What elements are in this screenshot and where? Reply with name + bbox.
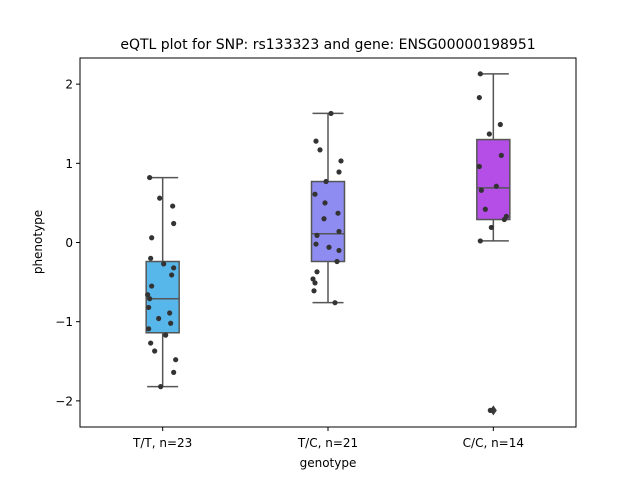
data-point <box>335 210 341 216</box>
data-point <box>148 340 154 346</box>
data-point <box>477 71 483 77</box>
data-point <box>322 200 328 206</box>
data-point <box>173 357 179 363</box>
data-point <box>314 232 320 238</box>
data-point <box>338 158 344 164</box>
y-tick-label: 1 <box>65 157 73 171</box>
data-point <box>313 241 319 247</box>
chart-marks <box>145 71 511 416</box>
data-point <box>167 310 173 316</box>
x-axis-label: genotype <box>300 456 357 470</box>
y-tick-label: 2 <box>65 78 73 92</box>
data-point <box>336 228 342 235</box>
data-point <box>161 261 167 267</box>
data-point <box>149 283 155 289</box>
data-point <box>312 280 318 286</box>
y-tick-label: −1 <box>55 315 73 329</box>
data-point <box>152 348 158 354</box>
data-point <box>486 131 492 137</box>
data-point <box>157 195 163 201</box>
data-point <box>476 163 482 170</box>
y-tick-label: 0 <box>65 236 73 250</box>
data-point <box>488 224 494 231</box>
data-point <box>477 238 483 244</box>
data-point <box>149 235 155 241</box>
y-axis: 2 1 0 −1 −2 <box>55 78 80 408</box>
chart-title: eQTL plot for SNP: rs133323 and gene: EN… <box>120 37 535 53</box>
data-point <box>497 121 503 128</box>
data-point <box>171 369 177 375</box>
data-point <box>476 94 482 101</box>
x-tick-label: C/C, n=14 <box>463 436 524 450</box>
data-point <box>323 178 329 185</box>
data-point <box>493 183 499 189</box>
x-tick-label: T/T, n=23 <box>132 436 192 450</box>
data-point <box>310 276 316 282</box>
x-axis: T/T, n=23 T/C, n=21 C/C, n=14 <box>132 427 524 450</box>
data-point <box>314 269 320 275</box>
data-point <box>148 255 154 261</box>
data-point <box>311 288 317 294</box>
data-point <box>313 138 319 144</box>
data-point <box>163 332 169 338</box>
data-point <box>321 216 327 222</box>
data-point <box>170 203 176 209</box>
data-point <box>158 384 164 390</box>
data-point <box>482 206 488 212</box>
data-point <box>336 169 342 175</box>
y-tick-label: −2 <box>55 394 73 408</box>
y-axis-label: phenotype <box>31 210 45 274</box>
data-point <box>334 258 340 265</box>
data-point <box>147 174 153 181</box>
data-point <box>317 147 323 153</box>
data-point <box>146 304 152 311</box>
data-point <box>146 326 152 332</box>
data-point <box>332 300 338 306</box>
data-point <box>336 247 342 254</box>
data-point <box>487 407 493 413</box>
data-point <box>501 216 507 223</box>
data-point <box>156 315 162 322</box>
data-point <box>478 187 484 193</box>
data-point <box>326 244 332 250</box>
box-iqr <box>476 138 511 221</box>
data-point <box>171 220 177 227</box>
x-tick-label: T/C, n=21 <box>297 436 358 450</box>
data-point <box>498 152 504 158</box>
data-point <box>145 292 151 298</box>
box-group <box>476 73 511 416</box>
data-point <box>169 272 175 278</box>
data-point <box>328 110 334 117</box>
outlier-marker <box>489 405 497 416</box>
data-point <box>168 320 174 326</box>
box-group <box>145 176 180 388</box>
data-point <box>171 265 177 271</box>
data-point <box>312 191 318 197</box>
data-point <box>147 296 153 302</box>
